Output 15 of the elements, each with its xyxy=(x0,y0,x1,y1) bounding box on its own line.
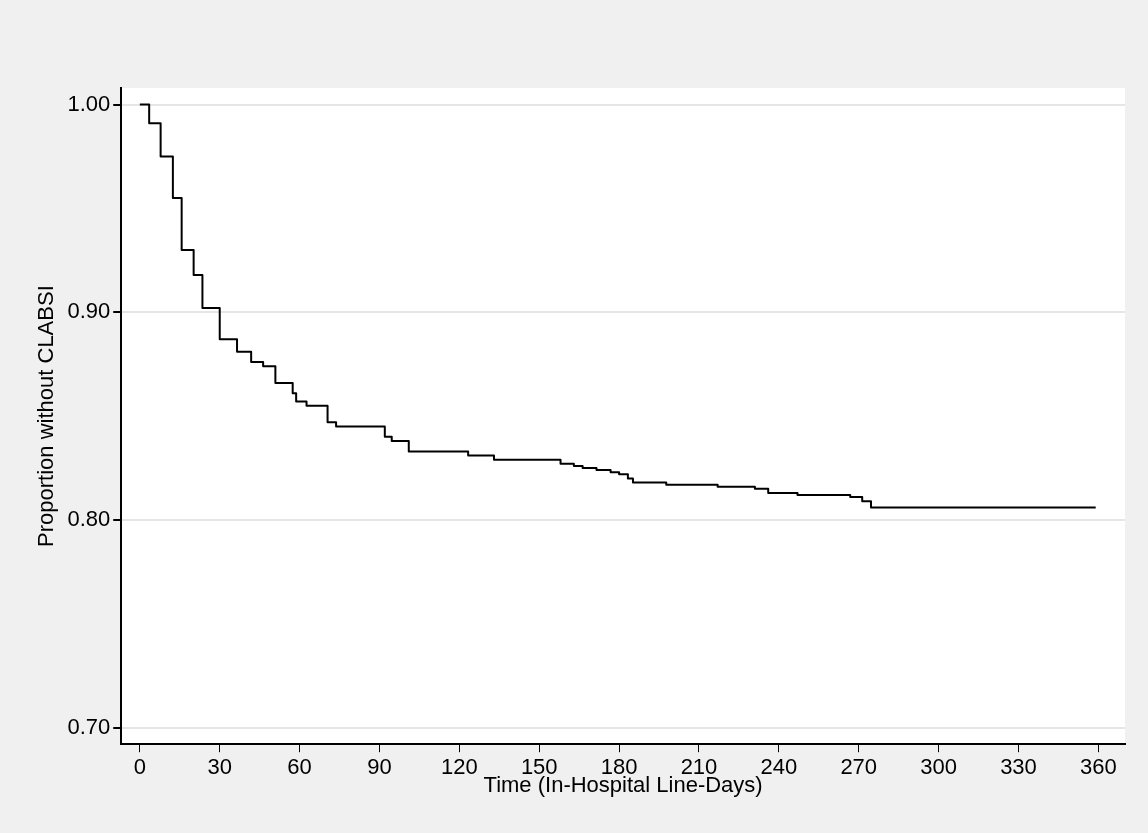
x-tick-label: 60 xyxy=(287,754,312,780)
y-axis-title: Proportion without CLABSI xyxy=(33,285,59,547)
x-tick-label: 90 xyxy=(367,754,392,780)
x-tick-label: 0 xyxy=(133,754,146,780)
x-tick-label: 330 xyxy=(1000,754,1037,780)
y-tick-label: 1.00 xyxy=(67,90,111,116)
x-tick-label: 240 xyxy=(760,754,798,780)
x-tick-label: 300 xyxy=(920,754,957,780)
x-tick-label: 120 xyxy=(441,754,478,780)
y-tick-label: 0.90 xyxy=(67,298,111,324)
x-tick-label: 30 xyxy=(207,754,232,780)
y-tick-label: 0.80 xyxy=(67,505,111,531)
y-tick-label: 0.70 xyxy=(67,713,111,739)
x-tick-label: 270 xyxy=(840,754,878,780)
x-tick-label: 360 xyxy=(1080,754,1117,780)
